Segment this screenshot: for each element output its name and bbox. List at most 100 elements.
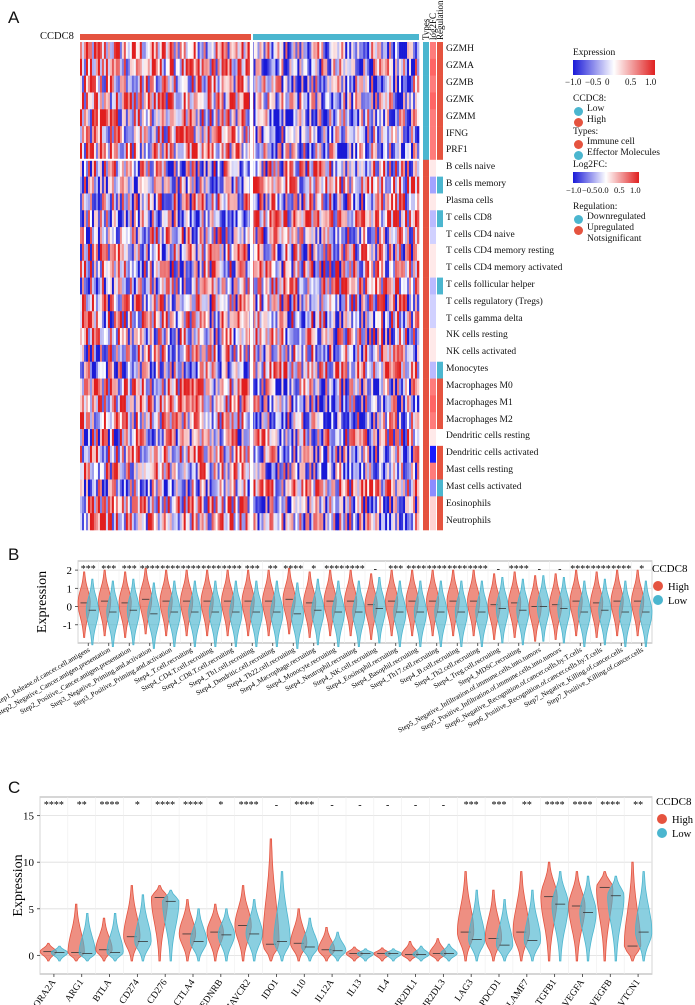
heatmap-cell <box>81 412 85 430</box>
heatmap-cell <box>127 496 131 514</box>
heatmap-cell <box>83 159 87 177</box>
heatmap-cell <box>201 395 204 413</box>
heatmap-cell <box>331 260 334 278</box>
heatmap-cell <box>343 445 346 463</box>
heatmap-cell <box>93 159 97 177</box>
heatmap-cell <box>167 496 171 514</box>
heatmap-cell <box>365 260 368 278</box>
heatmap-cell <box>277 462 280 480</box>
heatmap-cell <box>295 462 298 480</box>
heatmap-cell <box>81 277 85 295</box>
heatmap-cell <box>385 311 388 329</box>
heatmap-cell <box>165 378 169 396</box>
heatmap-cell <box>319 277 322 295</box>
heatmap-cell <box>263 75 266 93</box>
heatmap-cell <box>135 42 139 60</box>
heatmap-cell <box>323 395 326 413</box>
heatmap-cell <box>119 412 123 430</box>
heatmap-cell <box>87 395 91 413</box>
heatmap-cell <box>125 176 129 194</box>
heatmap-cell <box>317 412 320 430</box>
heatmap-cell <box>117 58 121 76</box>
heatmap-cell <box>363 378 366 396</box>
heatmap-cell <box>87 243 91 262</box>
heatmap-cell <box>233 496 236 514</box>
heatmap-cell <box>121 378 125 396</box>
heatmap-cell <box>405 496 408 514</box>
heatmap-cell <box>219 344 222 363</box>
heatmap-cell <box>113 176 117 194</box>
heatmap-cell <box>343 344 346 363</box>
heatmap-cell <box>247 126 250 144</box>
heatmap-cell <box>209 109 212 127</box>
heatmap-cell <box>325 277 328 295</box>
heatmap-cell <box>171 42 175 60</box>
heatmap-cell <box>87 513 91 531</box>
heatmap-cell <box>415 344 418 363</box>
heatmap-cell <box>345 210 348 228</box>
heatmap-cell <box>205 126 208 144</box>
heatmap-cell <box>205 429 208 447</box>
heatmap-cell <box>179 193 182 211</box>
heatmap-cell <box>355 344 358 363</box>
heatmap-cell <box>127 479 131 497</box>
heatmap-cell <box>225 176 228 194</box>
heatmap-cell <box>189 429 192 447</box>
heatmap-cell <box>97 429 101 447</box>
heatmap-cell <box>305 260 308 278</box>
heatmap-cell <box>303 142 306 161</box>
heatmap-cell <box>195 176 198 194</box>
heatmap-cell <box>247 227 250 245</box>
heatmap-cell <box>241 126 244 144</box>
heatmap-cell <box>147 344 151 363</box>
heatmap-cell <box>379 344 382 363</box>
heatmap-cell <box>321 159 324 177</box>
heatmap-cell <box>181 513 184 531</box>
heatmap-cell <box>113 294 117 312</box>
heatmap-cell <box>101 462 105 480</box>
heatmap-cell <box>327 294 330 312</box>
heatmap-cell <box>349 361 352 379</box>
heatmap-cell <box>101 159 105 177</box>
heatmap-cell <box>155 344 159 363</box>
heatmap-cell <box>223 126 226 144</box>
heatmap-cell <box>155 479 159 497</box>
heatmap-cell <box>297 210 300 228</box>
heatmap-cell <box>299 496 302 514</box>
heatmap-cell <box>331 395 334 413</box>
heatmap-cell <box>179 328 182 346</box>
heatmap-cell <box>129 176 133 194</box>
heatmap-cell <box>377 513 380 531</box>
heatmap-cell <box>407 277 410 295</box>
heatmap-cell <box>351 227 354 245</box>
heatmap-cell <box>369 142 372 161</box>
heatmap-cell <box>365 311 368 329</box>
heatmap-cell <box>229 193 232 211</box>
heatmap-cell <box>187 243 190 262</box>
heatmap-cell <box>281 277 284 295</box>
heatmap-cell <box>169 243 173 262</box>
heatmap-cell <box>379 243 382 262</box>
heatmap-cell <box>329 462 332 480</box>
heatmap-cell <box>295 344 298 363</box>
heatmap-cell <box>167 260 171 278</box>
heatmap-cell <box>349 513 352 531</box>
heatmap-cell <box>207 142 210 161</box>
heatmap-cell <box>345 277 348 295</box>
heatmap-cell <box>231 412 234 430</box>
heatmap-cell <box>229 462 232 480</box>
heatmap-cell <box>99 109 103 127</box>
heatmap-cell <box>199 193 202 211</box>
heatmap-cell <box>129 58 133 76</box>
heatmap-cell <box>263 193 266 211</box>
heatmap-cell <box>333 193 336 211</box>
heatmap-cell <box>171 109 175 127</box>
heatmap-cell <box>281 479 284 497</box>
heatmap-cell <box>307 260 310 278</box>
heatmap-cell <box>191 142 194 161</box>
heatmap-cell <box>371 126 374 144</box>
heatmap-cell <box>403 42 406 60</box>
heatmap-cell <box>105 109 109 127</box>
heatmap-cell <box>167 361 171 379</box>
heatmap-cell <box>175 227 179 245</box>
